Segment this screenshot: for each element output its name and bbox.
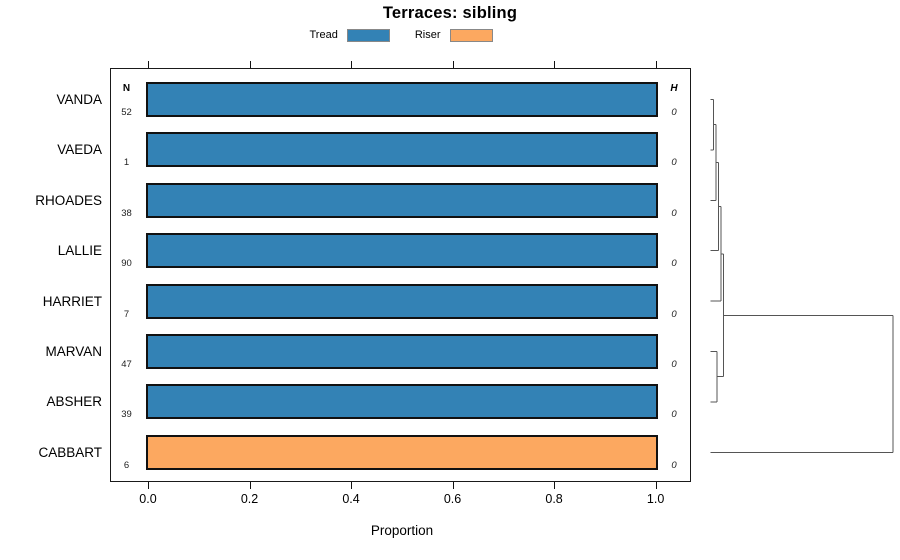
top-axis-tick (351, 61, 353, 68)
category-label: HARRIET (42, 293, 102, 309)
x-tick-label: 1.0 (646, 492, 665, 506)
bottom-axis-tick (148, 482, 149, 489)
h-value: 0 (671, 157, 677, 169)
legend-label-riser: Riser (414, 29, 441, 41)
n-value: 6 (123, 459, 130, 471)
column-header-n: N (122, 83, 131, 94)
top-axis-tick (452, 61, 454, 68)
bar-segment-tread (148, 184, 656, 216)
x-tick-label: 0.8 (545, 492, 563, 506)
category-label: RHOADES (35, 192, 102, 208)
n-value: 1 (123, 157, 130, 169)
h-value: 0 (671, 359, 677, 370)
top-axis-tick (249, 61, 251, 68)
proportion-bar (146, 233, 658, 269)
top-axis-tick (655, 61, 657, 68)
n-value: 7 (123, 308, 130, 320)
top-axis-tick (554, 61, 556, 68)
bar-segment-riser (148, 436, 656, 468)
x-tick-label: 0.4 (342, 492, 360, 506)
h-value: 0 (671, 107, 677, 118)
bar-segment-tread (148, 84, 656, 115)
category-label: LALLIE (57, 243, 102, 259)
n-value: 39 (121, 409, 132, 421)
h-value: 0 (671, 459, 677, 471)
category-label: VANDA (56, 92, 102, 107)
x-tick-label: 0.6 (443, 492, 462, 506)
bottom-axis-tick (249, 482, 251, 489)
category-label: ABSHER (46, 394, 102, 410)
bar-segment-tread (148, 386, 656, 418)
x-tick-label: 0.0 (139, 492, 157, 506)
column-header-h: H (670, 83, 678, 94)
bottom-axis-tick (554, 482, 556, 489)
legend-spacer (399, 35, 406, 36)
table-row: VANDA 52 0 (0, 82, 900, 118)
chart-title: Terraces: sibling (382, 4, 518, 22)
table-row: VAEDA 1 0 (0, 132, 900, 169)
x-axis-label: Proportion (370, 523, 434, 538)
n-value: 47 (121, 359, 132, 370)
proportion-bar (146, 132, 658, 168)
bar-segment-tread (148, 336, 656, 367)
legend-label-tread: Tread (309, 29, 338, 41)
bottom-axis-tick (655, 482, 657, 489)
bar-segment-tread (148, 235, 656, 267)
legend-swatch-riser (449, 28, 493, 42)
plot-box (110, 68, 691, 482)
proportion-bar (146, 182, 658, 218)
bottom-axis-tick (452, 482, 454, 489)
h-value: 0 (671, 409, 677, 421)
legend: Tread Riser (0, 27, 802, 43)
h-value: 0 (671, 308, 677, 320)
table-row: MARVAN 47 0 (0, 334, 900, 370)
n-value: 52 (121, 107, 132, 118)
h-value: 0 (671, 207, 677, 219)
x-tick-label: 0.2 (240, 492, 259, 506)
n-value: 90 (121, 258, 132, 270)
table-row: HARRIET 7 0 (0, 283, 900, 320)
table-row: LALLIE 90 0 (0, 233, 900, 270)
bar-segment-tread (148, 285, 656, 317)
bar-segment-tread (148, 134, 656, 166)
table-row: CABBART 6 0 (0, 434, 900, 471)
bottom-axis-tick (351, 482, 353, 489)
table-row: ABSHER 39 0 (0, 384, 900, 421)
category-label: VAEDA (57, 142, 102, 158)
n-value: 38 (121, 207, 132, 219)
proportion-bar (146, 434, 658, 470)
proportion-bar (146, 82, 658, 117)
category-label: CABBART (38, 444, 102, 460)
legend-swatch-tread (346, 28, 390, 42)
proportion-bar (146, 384, 658, 420)
proportion-bar (146, 283, 658, 319)
table-row: RHOADES 38 0 (0, 182, 900, 219)
top-axis-tick (148, 61, 149, 68)
h-value: 0 (671, 258, 677, 270)
proportion-bar (146, 334, 658, 369)
category-label: MARVAN (45, 344, 102, 359)
